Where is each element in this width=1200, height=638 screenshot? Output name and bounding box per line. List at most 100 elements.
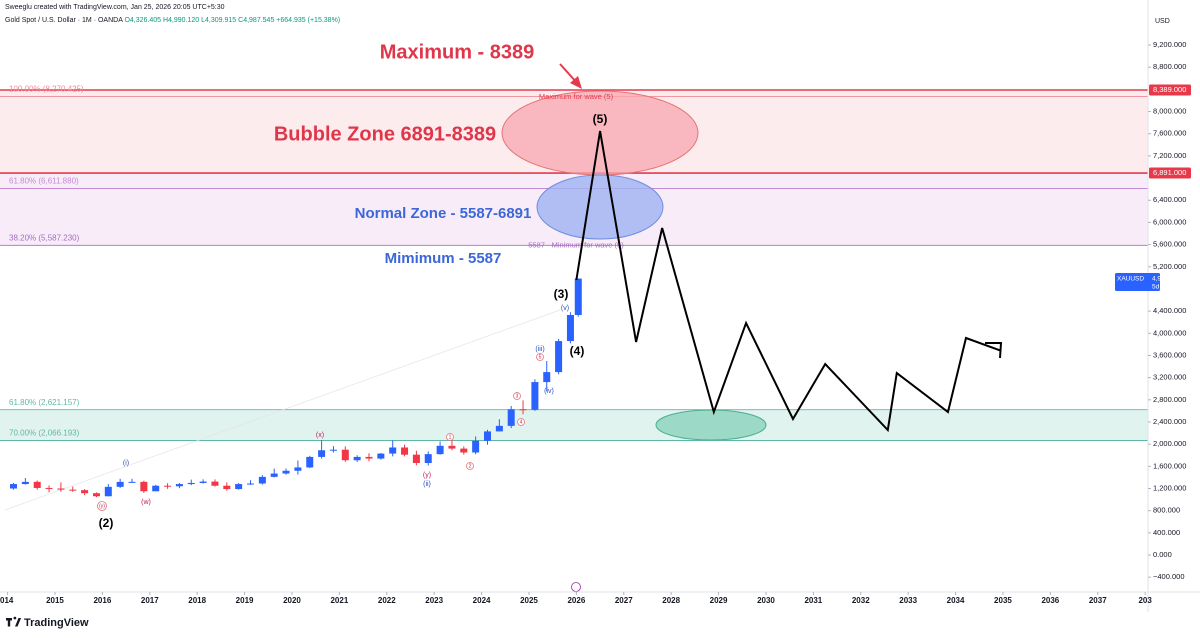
candle-body (377, 453, 385, 459)
candle-body (519, 409, 527, 411)
level-note: 5587 - Minimum for wave (5) (528, 240, 624, 249)
x-tick-label: 2018 (188, 596, 206, 605)
wave-label: (i) (123, 460, 129, 467)
level-label: 61.80% (6,611.880) (9, 177, 79, 186)
brand-name: TradingView (24, 617, 89, 629)
candle-body (424, 454, 432, 464)
y-tick-label: 8,000.000 (1153, 107, 1186, 116)
candle-body (389, 447, 397, 454)
wave-label: (5) (593, 112, 608, 126)
plot-area: 100.00% (8,270.425) 61.80% (6,611.880) 38.… (0, 41, 1148, 592)
candle-body (566, 314, 574, 342)
annotation: Bubble Zone 6891-8389 (274, 123, 496, 145)
wave-label: 2 (469, 463, 472, 469)
x-tick-label: 014 (0, 596, 14, 605)
candle-body (187, 482, 195, 485)
wave-label: (2) (99, 516, 114, 530)
brand-icon (6, 616, 22, 627)
candle-body (152, 485, 160, 492)
candle-body (69, 489, 77, 491)
last-price-tag (1115, 273, 1160, 292)
candle-body (33, 481, 41, 488)
wave-label: (y) (99, 503, 105, 509)
x-tick-label: 2023 (425, 596, 443, 605)
candle-body (270, 473, 278, 477)
candle-body (412, 454, 420, 464)
level-label: 100.00% (8,270.425) (9, 85, 84, 94)
annotation: Maximum - 8389 (380, 41, 535, 63)
y-tick-label: 4,000.000 (1153, 328, 1186, 337)
price-tag-label: 6,891.000 (1153, 168, 1186, 177)
price-tag (1149, 84, 1191, 96)
y-tick-label: 5,200.000 (1153, 262, 1186, 271)
x-tick-label: 2029 (710, 596, 728, 605)
candle-body (116, 481, 124, 487)
candle-body (175, 484, 183, 487)
wave-label: (w) (141, 499, 151, 506)
x-tick-label: 2033 (899, 596, 917, 605)
brand-logo[interactable]: TradingView (6, 616, 89, 629)
x-tick-label: 2027 (615, 596, 633, 605)
candle-body (531, 382, 539, 410)
y-tick-label: 6,400.000 (1153, 195, 1186, 204)
candle-body (10, 484, 18, 489)
wave-label: 1 (449, 434, 452, 440)
level-label: 38.20% (5,587.230) (9, 233, 80, 242)
support-ellipse (655, 409, 767, 441)
x-tick-label: 2017 (141, 596, 159, 605)
wave-circle (97, 501, 107, 511)
candle-body (21, 481, 29, 485)
level-notes: Maximum for wave (5) 5587 - Minimum for w… (528, 92, 624, 249)
candle-body (128, 481, 136, 483)
candle-body (164, 485, 172, 487)
event-marker[interactable] (571, 582, 581, 592)
x-tick-label: 2016 (93, 596, 111, 605)
level-label: 61.80% (2,621.157) (9, 398, 80, 407)
ohlc-change: +664.935 (+15.38%) (276, 17, 340, 24)
candle-body (507, 409, 515, 426)
last-price-countdown: 5d 8h (1152, 283, 1169, 290)
y-tick-label: 7,600.000 (1153, 129, 1186, 138)
level-label: 70.00% (2,066.193) (9, 429, 80, 438)
ohlc-open: O4,326.405 (124, 17, 161, 24)
x-tick-label: 2034 (947, 596, 965, 605)
x-tick-label: 2028 (662, 596, 680, 605)
currency[interactable]: USD (1155, 18, 1170, 25)
x-tick-label: 2032 (852, 596, 870, 605)
candle-body (543, 372, 551, 383)
legend-line: Gold Spot / U.S. Dollar · 1M · OANDA O4,… (5, 17, 340, 24)
y-tick-label: 2,800.000 (1153, 395, 1186, 404)
candle-body (318, 450, 326, 457)
candle-body (448, 445, 456, 449)
x-tick-label: 2037 (1089, 596, 1107, 605)
y-tick-label: 4,400.000 (1153, 306, 1186, 315)
x-tick-label: 2019 (236, 596, 254, 605)
projection (575, 130, 1001, 433)
candle-body (329, 449, 337, 451)
candle-body (495, 425, 503, 432)
wave-label: (y) (423, 472, 431, 479)
candle-body (140, 481, 148, 492)
time-axis: 014 2015 2016 2017 2018 2019 2020 2021 2022 2023 2… (0, 592, 1152, 605)
candle-body (306, 456, 314, 468)
y-tick-label: 1,600.000 (1153, 461, 1186, 470)
y-tick-label: 7,200.000 (1153, 151, 1186, 160)
x-tick-label: 2026 (567, 596, 585, 605)
wave-label: 5 (539, 354, 542, 360)
annotation: Mimimum - 5587 (385, 250, 502, 267)
annotation: Normal Zone - 5587-6891 (355, 205, 532, 222)
candle-body (235, 484, 243, 490)
y-tick-label: 5,600.000 (1153, 240, 1186, 249)
candle-body (436, 445, 444, 455)
level-note: Maximum for wave (5) (539, 92, 614, 101)
credit: Sweeglu created with TradingView.com, Ja… (5, 4, 225, 11)
candle-body (258, 476, 266, 484)
wave-circle (536, 353, 544, 361)
x-tick-label: 2035 (994, 596, 1012, 605)
normal-ellipse (536, 174, 664, 240)
x-tick-label: 2024 (473, 596, 491, 605)
projection-line (575, 130, 1001, 433)
wave-label: (4) (570, 344, 585, 358)
wave-circle (446, 433, 454, 441)
